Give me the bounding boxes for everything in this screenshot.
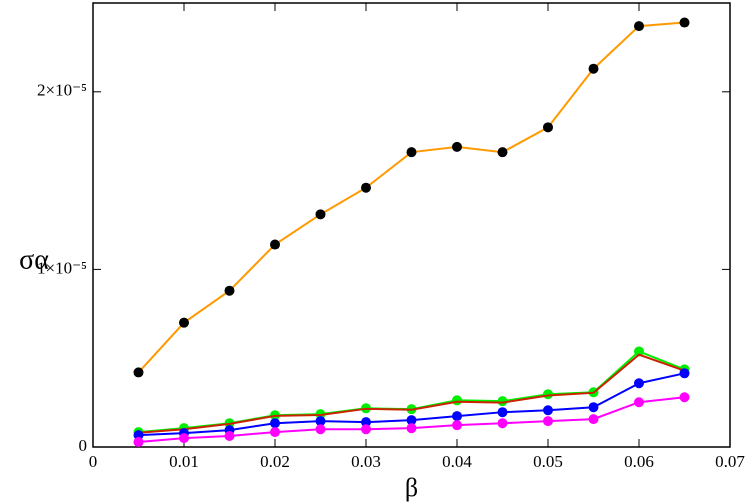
series-marker [452, 141, 462, 152]
series-marker [588, 402, 599, 413]
series-marker [497, 418, 508, 429]
series-marker [543, 389, 553, 400]
series-marker [634, 378, 644, 389]
series-marker [133, 430, 144, 441]
series-marker [406, 415, 417, 426]
x-tick-label: 0.01 [169, 452, 199, 471]
series-marker [133, 437, 144, 448]
series-marker [133, 367, 144, 378]
series-line [137, 21, 685, 374]
series-marker [452, 420, 462, 431]
series-marker [588, 63, 599, 74]
series-marker [452, 411, 462, 422]
series-marker [406, 147, 417, 158]
series-marker [179, 433, 189, 444]
x-tick-label: 0 [89, 452, 98, 471]
y-tick-label: 0 [79, 436, 88, 455]
x-tick-label: 0.05 [533, 452, 563, 471]
series-line [138, 353, 685, 434]
series-marker [270, 418, 280, 429]
series-marker [361, 417, 371, 428]
series-marker [497, 396, 508, 407]
series-marker [634, 397, 644, 408]
series-marker [634, 21, 644, 32]
x-tick-label: 0.04 [442, 452, 472, 471]
series-marker [634, 346, 644, 357]
series-marker [679, 392, 690, 403]
x-tick-label: 0.06 [624, 452, 654, 471]
y-tick-label: 1×10⁻⁵ [37, 258, 87, 277]
y-axis-label: σα [19, 244, 49, 275]
series-marker [224, 430, 235, 441]
series-marker [315, 416, 326, 427]
series-marker [543, 405, 553, 416]
series-marker [543, 122, 553, 133]
series-marker [315, 209, 326, 220]
series-marker [497, 407, 508, 418]
series-marker [270, 427, 280, 438]
series-marker [679, 17, 690, 28]
series-marker [179, 317, 189, 328]
series-marker [270, 239, 280, 250]
x-tick-label: 0.03 [351, 452, 381, 471]
x-tick-label: 0.07 [715, 452, 745, 471]
x-tick-label: 0.02 [260, 452, 290, 471]
series-marker [361, 424, 371, 435]
series-marker [224, 285, 235, 296]
plot-frame [92, 2, 731, 448]
series-marker [679, 368, 690, 379]
y-tick-label: 2×10⁻⁵ [37, 81, 87, 100]
series-marker [452, 395, 462, 406]
series-marker [406, 423, 417, 434]
series-marker [588, 414, 599, 425]
x-axis-label: β [405, 473, 418, 502]
series-marker [361, 182, 371, 193]
series-marker [497, 147, 508, 158]
series-marker [315, 424, 326, 435]
series-marker [543, 416, 553, 427]
